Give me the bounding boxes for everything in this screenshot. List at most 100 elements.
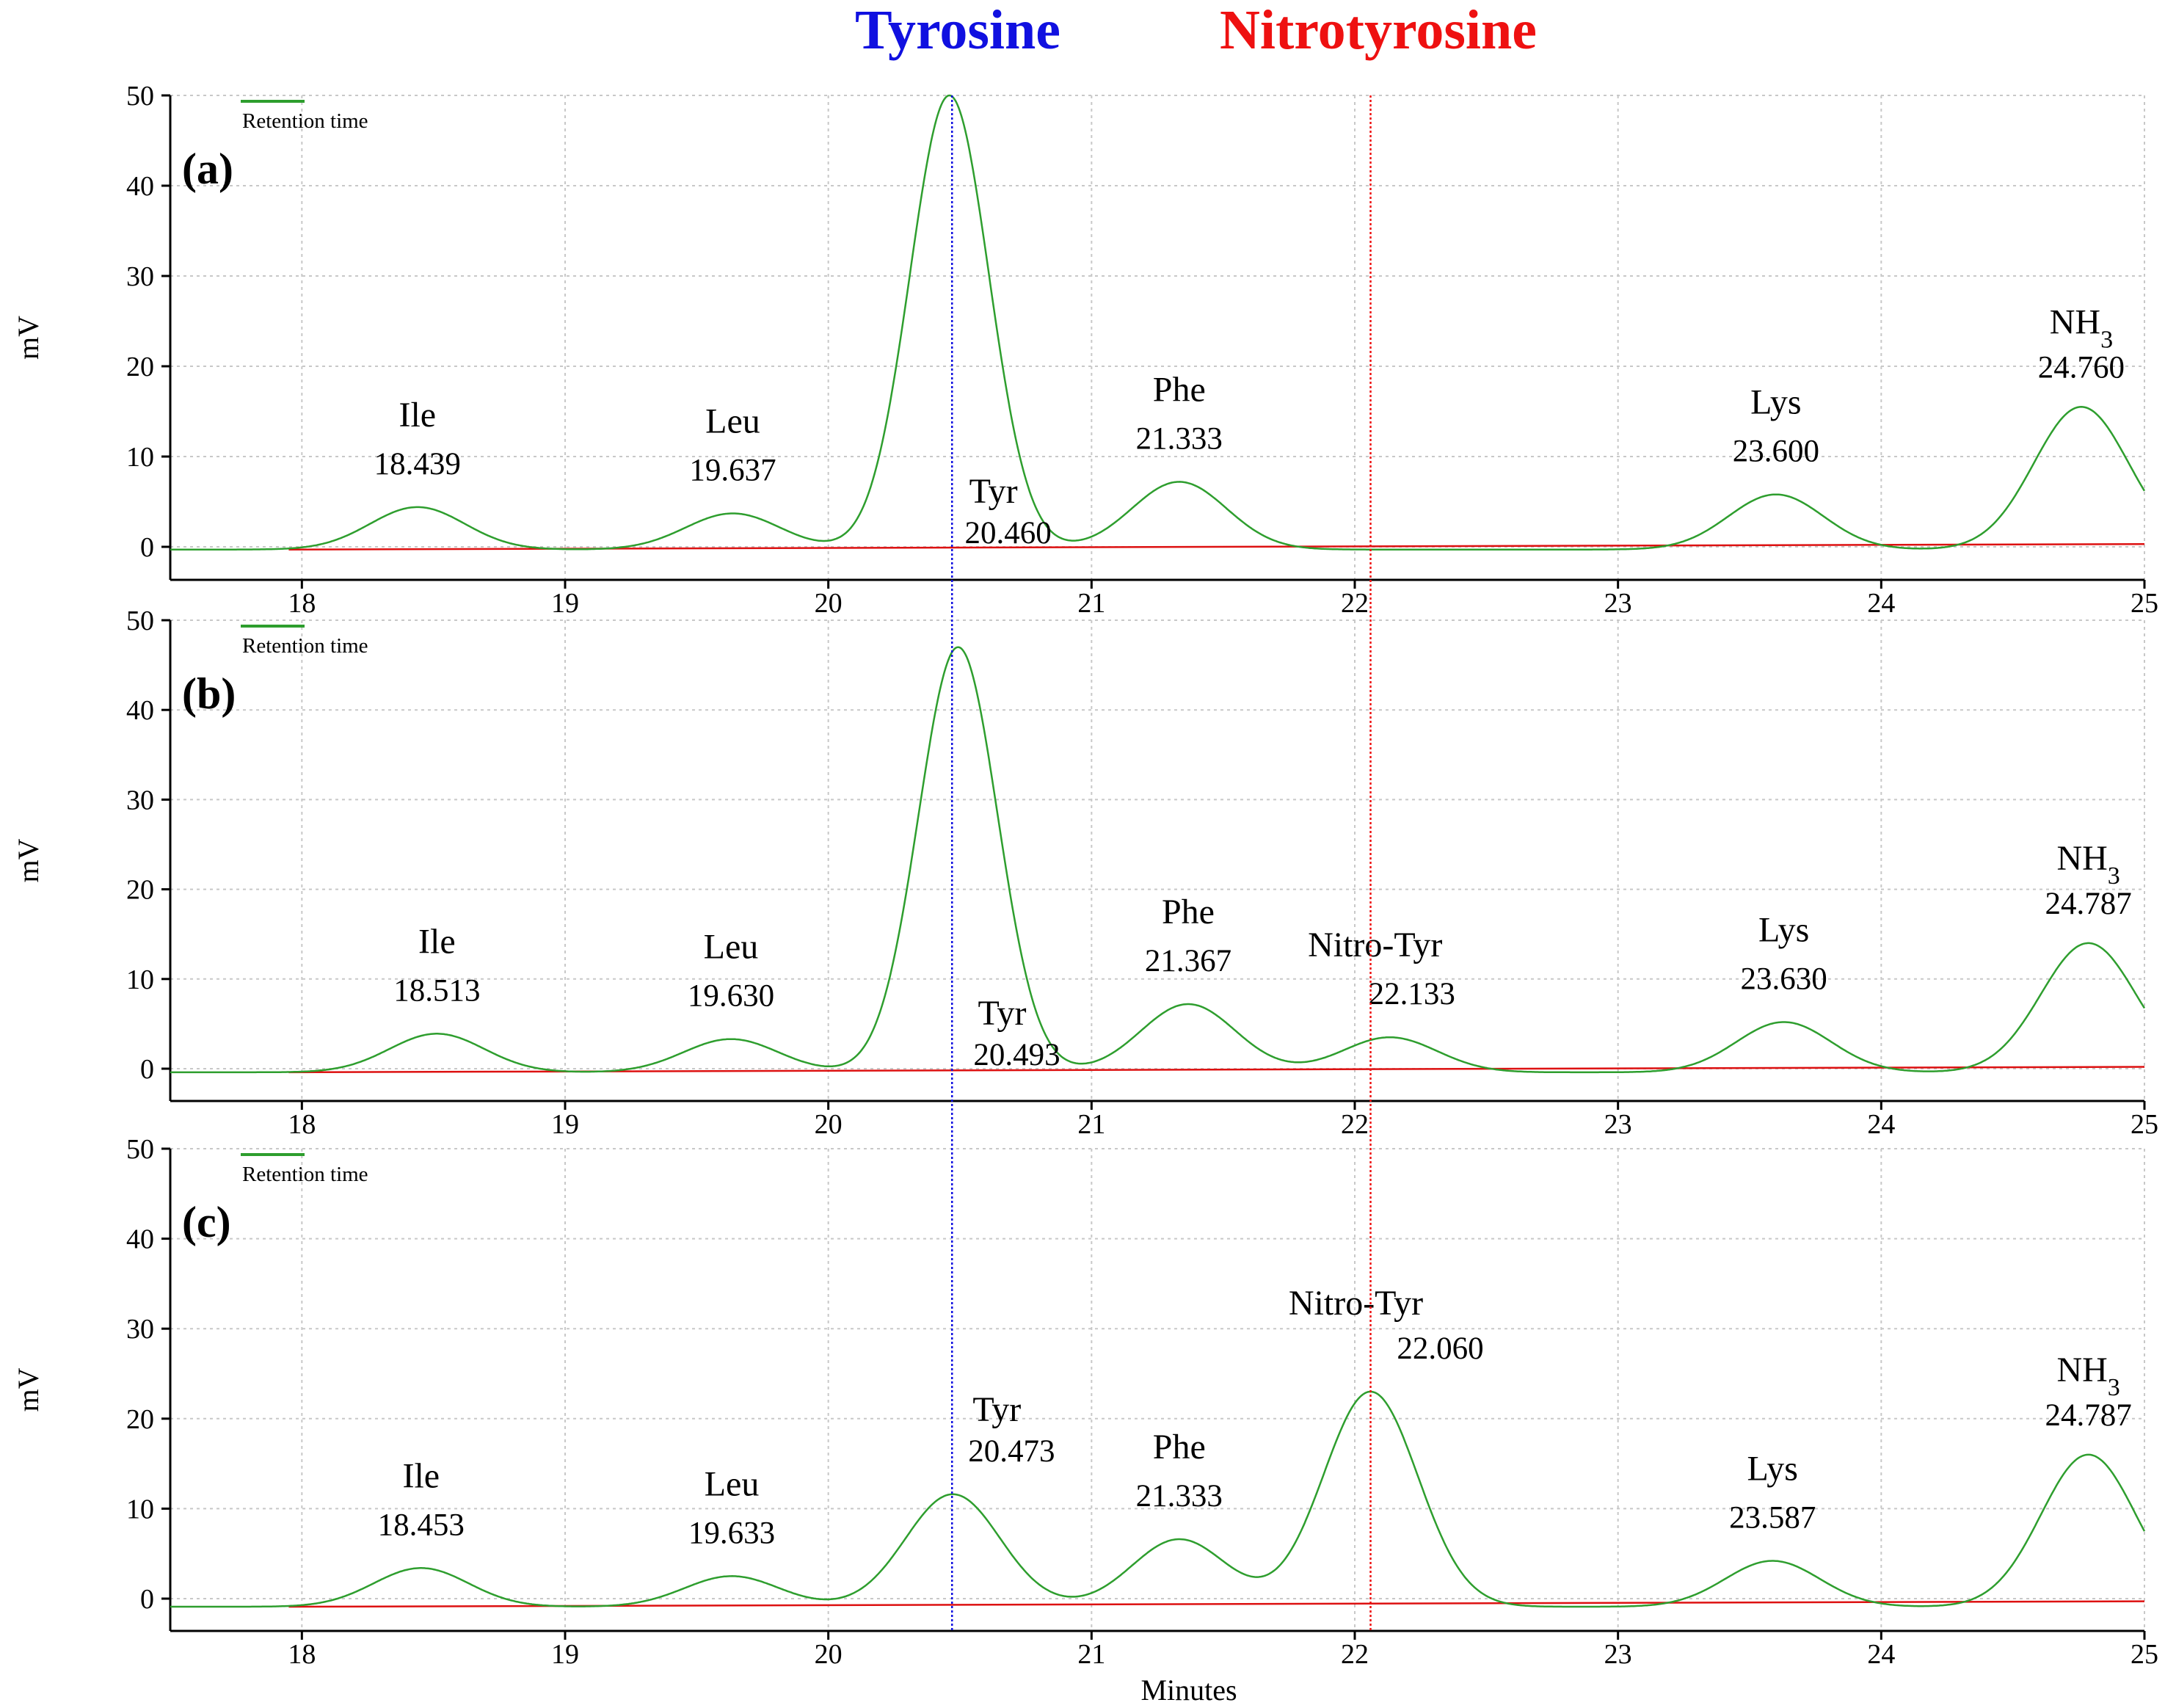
peak-name-label: NH3 — [2050, 302, 2113, 353]
peak-time-label: 21.367 — [1145, 944, 1231, 978]
peak-name-label: Nitro-Tyr — [1308, 926, 1442, 964]
y-axis-label: mV — [12, 316, 45, 360]
panel-label: (b) — [182, 669, 236, 718]
peak-name-label: Leu — [704, 928, 759, 967]
x-tick-label: 23 — [1604, 1639, 1632, 1670]
peak-name-label: Tyr — [969, 472, 1018, 511]
nitrotyrosine-header: Nitrotyrosine — [1220, 0, 1537, 61]
y-tick-label: 30 — [126, 785, 154, 815]
y-tick-label: 20 — [126, 352, 154, 382]
peak-name-label: NH3 — [2056, 1351, 2119, 1401]
peak-time-label: 20.460 — [965, 516, 1052, 550]
x-tick-label: 25 — [2131, 588, 2158, 619]
y-tick-label: 50 — [126, 606, 154, 636]
peak-time-label: 18.453 — [378, 1508, 465, 1542]
y-tick-label: 50 — [126, 1134, 154, 1165]
x-tick-label: 21 — [1077, 1639, 1105, 1670]
y-tick-label: 20 — [126, 1404, 154, 1435]
peak-time-label: 18.439 — [374, 447, 461, 481]
peak-time-label: 23.600 — [1733, 435, 1819, 469]
peak-time-label: 19.633 — [688, 1516, 775, 1550]
peak-name-label: Ile — [399, 396, 436, 435]
panel-2: 0 10 20 30 40 50 18 19 20 21 22 23 24 25 mV Retention t… — [12, 1134, 2158, 1670]
y-tick-label: 30 — [126, 261, 154, 292]
x-tick-label: 19 — [551, 1109, 579, 1140]
y-axis-label: mV — [12, 1367, 45, 1411]
x-tick-label: 22 — [1341, 1109, 1369, 1140]
peak-time-label: 24.787 — [2045, 1398, 2131, 1433]
legend-label: Retention time — [242, 1163, 368, 1186]
legend-label: Retention time — [242, 634, 368, 658]
chromatogram-trace — [170, 94, 2146, 550]
y-tick-label: 40 — [126, 1224, 154, 1255]
peak-name-label: Phe — [1153, 370, 1206, 409]
y-tick-label: 0 — [140, 1584, 154, 1615]
tyrosine-header: Tyrosine — [855, 0, 1060, 61]
panel-label: (c) — [182, 1198, 231, 1246]
chromatogram-trace — [170, 1390, 2146, 1608]
peak-time-label: 22.060 — [1397, 1331, 1483, 1366]
y-tick-label: 10 — [126, 442, 154, 473]
peak-time-label: 20.493 — [973, 1038, 1060, 1072]
x-tick-label: 23 — [1604, 588, 1632, 619]
y-tick-label: 30 — [126, 1314, 154, 1345]
peak-name-label: Leu — [705, 401, 760, 440]
panel-label: (a) — [182, 145, 233, 193]
x-tick-label: 18 — [288, 1109, 316, 1140]
y-tick-label: 50 — [126, 81, 154, 112]
peak-time-label: 18.513 — [393, 973, 480, 1008]
x-tick-label: 25 — [2131, 1109, 2158, 1140]
x-tick-label: 20 — [815, 588, 843, 619]
x-tick-label: 20 — [815, 1639, 843, 1670]
y-tick-label: 40 — [126, 171, 154, 202]
peak-name-label: Leu — [705, 1464, 760, 1503]
x-tick-label: 22 — [1341, 588, 1369, 619]
peak-name-label: Ile — [402, 1456, 440, 1495]
peak-name-label: NH3 — [2056, 839, 2119, 890]
reference-lines — [950, 95, 1372, 1631]
peak-name-label: Tyr — [978, 994, 1027, 1033]
y-tick-label: 20 — [126, 875, 154, 906]
y-tick-label: 0 — [140, 1054, 154, 1085]
peak-time-label: 23.630 — [1741, 962, 1827, 996]
x-tick-label: 24 — [1867, 1639, 1895, 1670]
peak-name-label: Lys — [1750, 383, 1801, 422]
x-tick-label: 24 — [1867, 1109, 1895, 1140]
y-tick-label: 40 — [126, 695, 154, 726]
legend-label: Retention time — [242, 109, 368, 133]
x-tick-label: 22 — [1341, 1639, 1369, 1670]
peak-name-label: Ile — [418, 922, 456, 961]
x-tick-label: 25 — [2131, 1639, 2158, 1670]
peak-time-label: 23.587 — [1729, 1501, 1816, 1536]
y-axis-label: mV — [12, 838, 45, 882]
peak-time-label: 24.787 — [2045, 887, 2131, 921]
peak-name-label: Phe — [1162, 893, 1215, 931]
peak-time-label: 21.333 — [1136, 421, 1223, 456]
peak-time-label: 19.630 — [688, 979, 774, 1014]
panels-group: 0 10 20 30 40 50 18 19 20 21 22 23 24 25 mV Retention t… — [12, 81, 2158, 1670]
x-axis-label: Minutes — [1140, 1674, 1237, 1707]
peak-name-label: Nitro-Tyr — [1289, 1284, 1423, 1323]
x-tick-label: 19 — [551, 1639, 579, 1670]
peak-time-label: 21.333 — [1136, 1479, 1223, 1513]
x-tick-label: 18 — [288, 1639, 316, 1670]
chromatogram-trace — [170, 646, 2146, 1074]
x-tick-label: 19 — [551, 588, 579, 619]
x-tick-label: 21 — [1077, 588, 1105, 619]
x-tick-label: 23 — [1604, 1109, 1632, 1140]
peak-name-label: Phe — [1153, 1428, 1206, 1467]
y-tick-label: 0 — [140, 532, 154, 563]
peak-time-label: 19.637 — [689, 453, 776, 487]
peak-time-label: 22.133 — [1369, 977, 1455, 1011]
peak-name-label: Lys — [1747, 1450, 1798, 1489]
x-tick-label: 24 — [1867, 588, 1895, 619]
x-tick-label: 21 — [1077, 1109, 1105, 1140]
y-tick-label: 10 — [126, 1494, 154, 1525]
panel-1: 0 10 20 30 40 50 18 19 20 21 22 23 24 25 mV Retention t… — [12, 606, 2158, 1140]
peak-name-label: Lys — [1758, 910, 1809, 949]
panel-0: 0 10 20 30 40 50 18 19 20 21 22 23 24 25 mV Retention t… — [12, 81, 2158, 619]
x-tick-label: 18 — [288, 588, 316, 619]
y-tick-label: 10 — [126, 964, 154, 995]
peak-name-label: Tyr — [972, 1390, 1021, 1429]
